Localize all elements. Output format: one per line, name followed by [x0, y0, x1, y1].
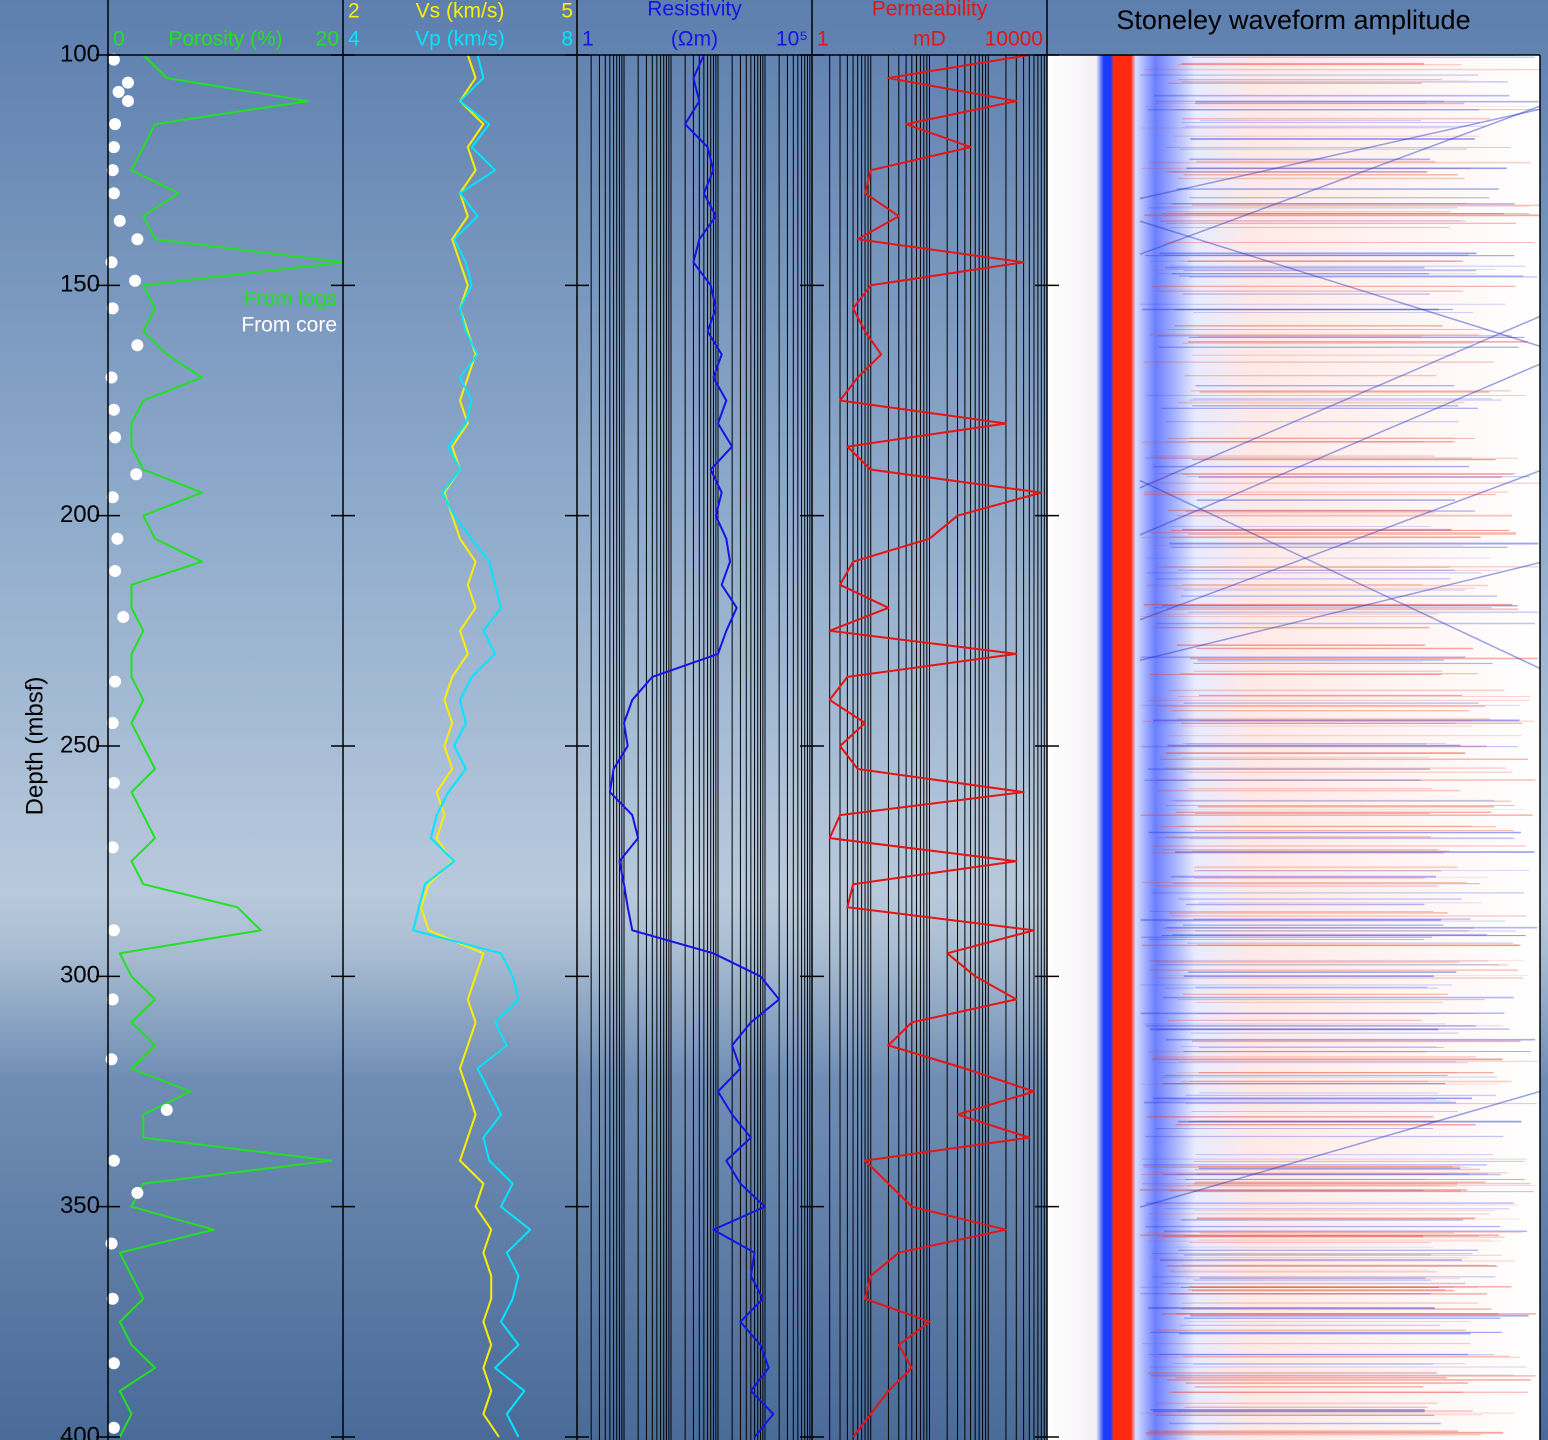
x-tick-label: 5: [561, 0, 573, 23]
core-point: [111, 532, 124, 545]
core-point: [106, 841, 119, 854]
x-tick-label: 8: [561, 28, 573, 51]
waveform-stripe: [1139, 315, 1541, 489]
core-point: [107, 141, 120, 154]
waveform-stripe: [1139, 363, 1541, 536]
legend-entry: From logs: [244, 288, 337, 311]
core-point: [160, 1103, 173, 1116]
core-point: [109, 118, 122, 131]
waveform-image: [1047, 55, 1540, 1440]
y-tick-label: 350: [60, 1192, 100, 1219]
core-point: [109, 431, 122, 444]
core-point: [106, 491, 119, 504]
y-tick-label: 200: [60, 501, 100, 528]
log-curve: [420, 54, 500, 1438]
x-axis-label: Porosity (%): [168, 28, 282, 51]
core-point: [107, 1357, 120, 1370]
y-axis-title: Depth (mbsf): [21, 677, 48, 816]
waveform-stripe: [1139, 108, 1541, 200]
core-point: [106, 164, 119, 177]
track-title: Stoneley waveform amplitude: [1116, 5, 1470, 35]
x-tick-label: 10000: [985, 28, 1043, 51]
core-point: [106, 302, 119, 315]
waveform-texture: [1139, 54, 1541, 1436]
core-point: [129, 274, 142, 287]
track-title: Permeability: [872, 0, 988, 21]
x-axis-label: Vs (km/s): [416, 0, 505, 23]
y-tick-label: 250: [60, 731, 100, 758]
y-tick-label: 100: [60, 40, 100, 67]
x-tick-label: 1: [817, 28, 829, 51]
core-point: [107, 1421, 120, 1434]
legend-entry: From core: [241, 314, 337, 337]
waveform-stripe: [1139, 479, 1541, 670]
x-axis-label: Vp (km/s): [415, 28, 505, 51]
y-tick-label: 400: [60, 1422, 100, 1440]
core-point: [121, 76, 134, 89]
y-tick-label: 150: [60, 271, 100, 298]
y-tick-label: 300: [60, 962, 100, 989]
x-tick-label: 2: [348, 0, 360, 23]
core-point: [131, 233, 144, 246]
x-tick-label: 0: [113, 28, 125, 51]
x-axis-label: (Ωm): [671, 28, 718, 51]
waveform-stripe: [1139, 1090, 1541, 1208]
track-title: Resistivity: [647, 0, 742, 21]
x-tick-label: 1: [582, 28, 594, 51]
core-point: [107, 776, 120, 789]
log-curve: [608, 54, 781, 1438]
waveform-stripe: [1139, 220, 1541, 347]
core-point: [107, 403, 120, 416]
core-point: [121, 95, 134, 108]
x-tick-label: 10⁵: [776, 28, 808, 51]
x-tick-label: 4: [348, 28, 360, 51]
core-point: [106, 1292, 119, 1305]
waveform-stripe: [1139, 469, 1541, 621]
core-point: [107, 53, 120, 66]
core-point: [107, 1154, 120, 1167]
log-curve: [828, 54, 1043, 1438]
core-point: [113, 214, 126, 227]
core-point: [112, 85, 125, 98]
x-axis-label: mD: [913, 28, 946, 51]
waveform-stripe: [1139, 561, 1541, 661]
core-point: [106, 993, 119, 1006]
core-point: [109, 564, 122, 577]
core-point: [106, 716, 119, 729]
x-tick-label: 20: [316, 28, 339, 51]
core-point: [117, 611, 130, 624]
core-point: [130, 468, 143, 481]
core-point: [107, 187, 120, 200]
core-point: [131, 339, 144, 352]
log-curve: [118, 54, 344, 1438]
core-point: [109, 675, 122, 688]
log-curve: [412, 54, 532, 1438]
core-point: [107, 924, 120, 937]
waveform-stripe: [1139, 105, 1541, 255]
core-point: [131, 1186, 144, 1199]
